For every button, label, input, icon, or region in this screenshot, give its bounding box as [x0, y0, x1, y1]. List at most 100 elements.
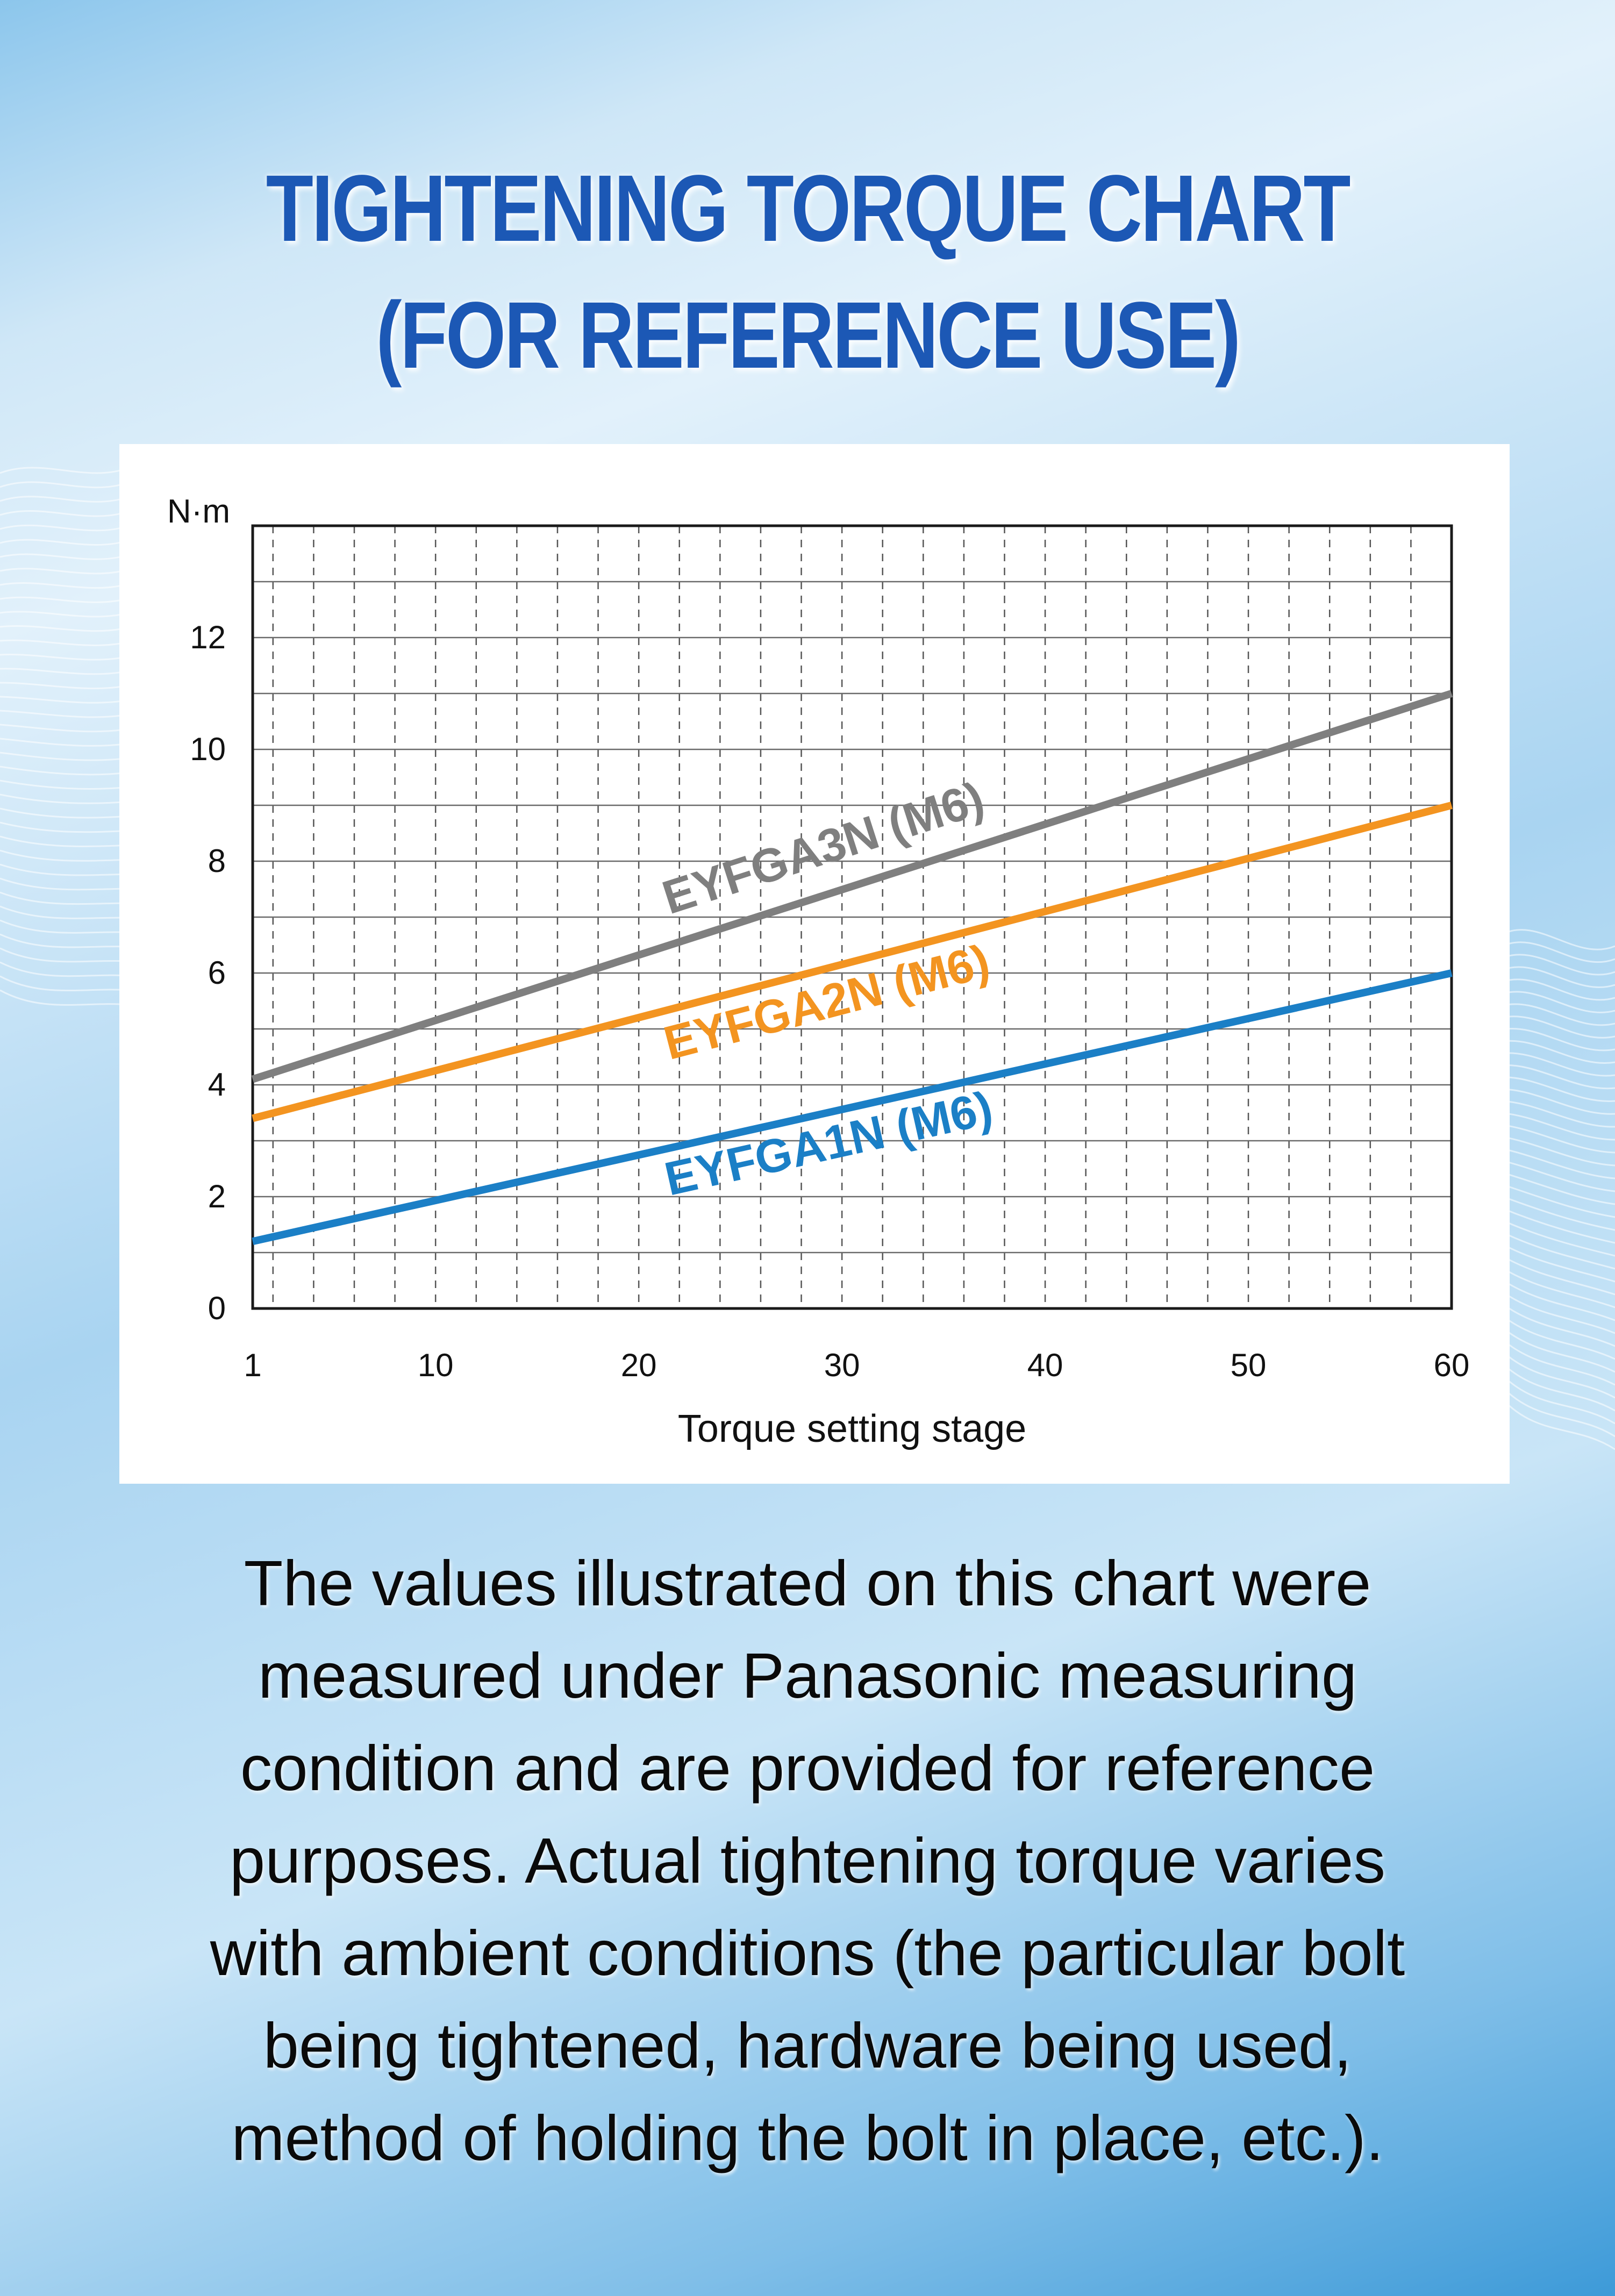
wave-line: [0, 793, 130, 804]
wave-line: [1499, 991, 1615, 1013]
wave-line: [1499, 1124, 1615, 1154]
wave-line: [1499, 1052, 1615, 1077]
wave-line: [0, 696, 130, 704]
wave-line: [0, 510, 130, 517]
wave-line: [1499, 1040, 1615, 1064]
disclaimer-line: The values illustrated on this chart wer…: [244, 1548, 1371, 1619]
wave-line: [0, 835, 130, 847]
wave-line: [1499, 1384, 1615, 1437]
wave-line: [0, 596, 130, 603]
wave-line: [0, 481, 130, 489]
y-tick-label: 12: [190, 619, 226, 655]
wave-line: [1499, 1015, 1615, 1039]
chart-axes: 0 2 4 6 8 10 12 1 10 20 30 40 50 60 N·m Torque setting …: [167, 493, 1469, 1450]
y-tick-label: 10: [190, 731, 226, 767]
x-tick-label: 1: [244, 1347, 261, 1383]
wave-line: [1499, 1360, 1615, 1412]
wave-line: [0, 568, 130, 575]
wave-line: [0, 877, 130, 891]
wave-line: [1499, 1313, 1615, 1360]
wave-line: [1499, 1147, 1615, 1179]
x-tick-label: 50: [1231, 1347, 1267, 1383]
wave-line: [0, 752, 130, 761]
wave-line: [1499, 978, 1615, 1001]
wave-line: [0, 975, 130, 991]
wave-line: [0, 682, 130, 690]
disclaimer-line: condition and are provided for reference: [240, 1733, 1375, 1804]
wave-line: [1499, 1265, 1615, 1308]
disclaimer-line: purposes. Actual tightening torque varie…: [230, 1825, 1385, 1897]
wave-line: [1499, 1135, 1615, 1167]
wave-line: [1499, 1242, 1615, 1283]
wave-line: [1499, 941, 1615, 963]
x-tick-label: 30: [824, 1347, 860, 1383]
x-tick-label: 10: [418, 1347, 454, 1383]
wave-line: [0, 668, 130, 675]
wave-line: [0, 863, 130, 876]
wave-line: [1499, 1396, 1615, 1450]
page-title: TIGHTENING TORQUE CHART (FOR REFERENCE U…: [145, 145, 1469, 399]
wave-line: [0, 582, 130, 589]
wave-line: [0, 919, 130, 934]
y-axis-unit-label: N·m: [167, 493, 230, 530]
chart-series: [251, 690, 1453, 1246]
chart-grid: [253, 526, 1452, 1308]
wave-line: [0, 766, 130, 776]
wave-line: [0, 710, 130, 718]
x-tick-label: 60: [1434, 1347, 1470, 1383]
wave-line: [1499, 1064, 1615, 1090]
wave-line: [1499, 1254, 1615, 1296]
wave-line: [1499, 1100, 1615, 1128]
wave-line: [1499, 1325, 1615, 1373]
wave-line: [0, 539, 130, 546]
series-line-0: [251, 690, 1453, 1083]
y-tick-label: 6: [208, 955, 226, 991]
wave-line: [0, 807, 130, 819]
wave-line: [0, 724, 130, 733]
torque-line-chart: 0 2 4 6 8 10 12 1 10 20 30 40 50 60 N·m Torque setting …: [167, 493, 1469, 1450]
y-tick-label: 8: [208, 843, 226, 879]
wave-line: [0, 553, 130, 560]
series-label-2: EYFGA1N (M6): [660, 1081, 997, 1205]
wave-line: [1499, 966, 1615, 988]
disclaimer-line: measured under Panasonic measuring: [258, 1640, 1357, 1712]
disclaimer-line: with ambient conditions (the particular …: [210, 1918, 1405, 1989]
y-tick-label: 4: [208, 1067, 226, 1103]
series-label-0: EYFGA3N (M6): [656, 771, 990, 924]
wave-line: [0, 961, 130, 977]
wave-line: [1499, 1159, 1615, 1192]
wave-line: [0, 779, 130, 790]
wave-line: [0, 849, 130, 862]
wave-line: [0, 496, 130, 503]
wave-line: [0, 639, 130, 646]
wave-line: [0, 933, 130, 948]
wave-line: [1499, 1076, 1615, 1102]
wave-line: [1499, 1348, 1615, 1399]
wave-line: [0, 891, 130, 905]
chart-panel: 0 2 4 6 8 10 12 1 10 20 30 40 50 60 N·m Torque setting …: [119, 444, 1510, 1484]
x-axis-title: Torque setting stage: [678, 1407, 1026, 1450]
title-line-1: TIGHTENING TORQUE CHART: [266, 156, 1351, 261]
wave-line: [0, 524, 130, 532]
x-tick-label: 40: [1027, 1347, 1063, 1383]
wave-line: [1499, 1088, 1615, 1115]
wave-line: [1499, 929, 1615, 950]
title-line-2: (FOR REFERENCE USE): [376, 283, 1241, 388]
disclaimer-text: The values illustrated on this chart wer…: [86, 1537, 1529, 2185]
y-tick-label: 2: [208, 1178, 226, 1214]
wave-line: [1499, 1289, 1615, 1334]
wave-line: [0, 611, 130, 618]
wave-line: [0, 738, 130, 747]
wave-line: [0, 989, 130, 1006]
wave-line: [0, 654, 130, 661]
wave-line: [1499, 954, 1615, 976]
y-tick-label: 0: [208, 1290, 226, 1326]
series-line-1: [252, 802, 1453, 1122]
wave-line: [1499, 1218, 1615, 1257]
wave-line: [1499, 1028, 1615, 1052]
wave-line: [1499, 1301, 1615, 1347]
wave-line: [1499, 1230, 1615, 1270]
wave-line: [1499, 1195, 1615, 1231]
wave-line: [1499, 1336, 1615, 1386]
wave-line: [0, 821, 130, 833]
